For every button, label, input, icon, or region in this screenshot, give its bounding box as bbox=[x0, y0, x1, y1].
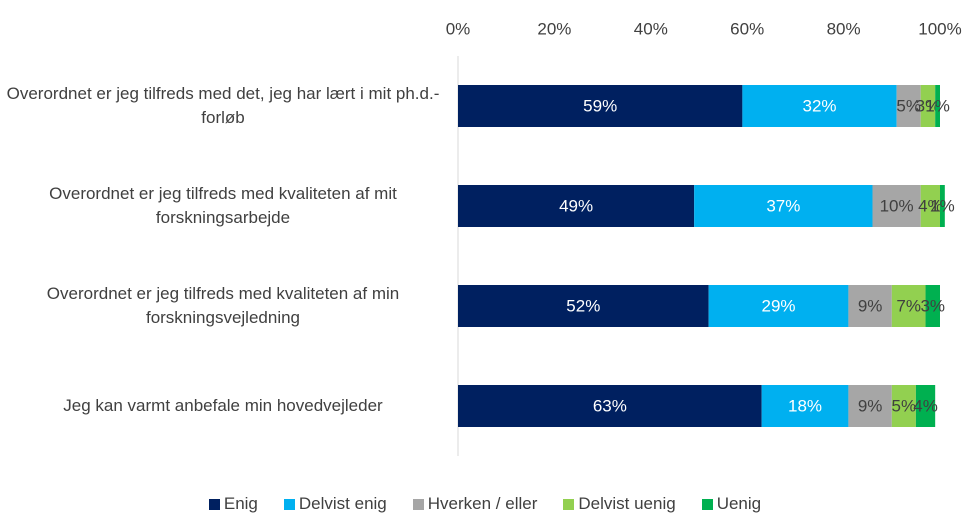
category-label: Overordnet er jeg tilfreds med kvalitete… bbox=[49, 184, 397, 227]
data-label: 18% bbox=[788, 396, 822, 415]
legend-label: Delvist uenig bbox=[578, 494, 676, 513]
bar-segment bbox=[920, 185, 940, 227]
category-label: Overordnet er jeg tilfreds med kvalitete… bbox=[46, 284, 400, 327]
data-label: 37% bbox=[766, 196, 800, 215]
bar-segment bbox=[872, 185, 921, 227]
data-label: 3% bbox=[916, 96, 941, 115]
data-label: 49% bbox=[559, 196, 593, 215]
data-label: 3% bbox=[920, 296, 945, 315]
data-label: 5% bbox=[896, 96, 921, 115]
bar-segment bbox=[458, 385, 762, 427]
legend-item: Enig bbox=[208, 494, 258, 514]
legend-item: Delvist enig bbox=[283, 494, 387, 514]
bar-segment bbox=[935, 85, 940, 127]
bar-segment bbox=[915, 385, 936, 427]
bar-segment bbox=[891, 385, 916, 427]
x-tick-label: 20% bbox=[537, 19, 571, 38]
category-label: Jeg kan varmt anbefale min hovedvejleder bbox=[63, 396, 383, 415]
category-label: Overordnet er jeg tilfreds med det, jeg … bbox=[6, 84, 440, 127]
bar-segment bbox=[694, 185, 873, 227]
bar-segment bbox=[896, 85, 921, 127]
legend-label: Enig bbox=[223, 494, 258, 513]
legend-swatch bbox=[208, 498, 220, 510]
data-label: 10% bbox=[880, 196, 914, 215]
legend-swatch bbox=[563, 498, 575, 510]
bar-segment bbox=[925, 285, 940, 327]
data-label: 4% bbox=[913, 396, 938, 415]
data-label: 1% bbox=[930, 196, 955, 215]
x-tick-label: 0% bbox=[446, 19, 471, 38]
bar-segment bbox=[848, 385, 892, 427]
legend-item: Uenig bbox=[701, 494, 762, 514]
x-tick-label: 80% bbox=[827, 19, 861, 38]
bar-segment bbox=[761, 385, 849, 427]
bar-segment bbox=[458, 85, 743, 127]
bar-segment bbox=[940, 185, 945, 227]
data-label: 1% bbox=[925, 96, 950, 115]
legend-label: Delvist enig bbox=[298, 494, 387, 513]
bar-segment bbox=[848, 285, 892, 327]
bar-segment bbox=[708, 285, 849, 327]
legend-swatch bbox=[412, 498, 424, 510]
bar-segment bbox=[920, 85, 936, 127]
legend-label: Uenig bbox=[716, 494, 762, 513]
data-label: 32% bbox=[802, 96, 836, 115]
data-label: 5% bbox=[892, 396, 917, 415]
bar-segment bbox=[458, 285, 709, 327]
bar-segment bbox=[458, 185, 695, 227]
legend-item: Hverken / eller bbox=[412, 494, 538, 514]
data-label: 7% bbox=[896, 296, 921, 315]
legend-swatch bbox=[701, 498, 713, 510]
data-label: 9% bbox=[858, 296, 883, 315]
data-label: 9% bbox=[858, 396, 883, 415]
legend-item: Delvist uenig bbox=[563, 494, 676, 514]
data-label: 29% bbox=[762, 296, 796, 315]
bar-segment bbox=[891, 285, 926, 327]
data-label: 63% bbox=[593, 396, 627, 415]
x-tick-label: 100% bbox=[918, 19, 961, 38]
legend-swatch bbox=[283, 498, 295, 510]
data-label: 59% bbox=[583, 96, 617, 115]
data-label: 4% bbox=[918, 196, 943, 215]
data-label: 52% bbox=[566, 296, 600, 315]
legend: Enig Delvist enig Hverken / eller Delvist u… bbox=[0, 494, 970, 514]
x-tick-label: 60% bbox=[730, 19, 764, 38]
legend-label: Hverken / eller bbox=[427, 494, 538, 513]
x-tick-label: 40% bbox=[634, 19, 668, 38]
bar-segment bbox=[742, 85, 897, 127]
